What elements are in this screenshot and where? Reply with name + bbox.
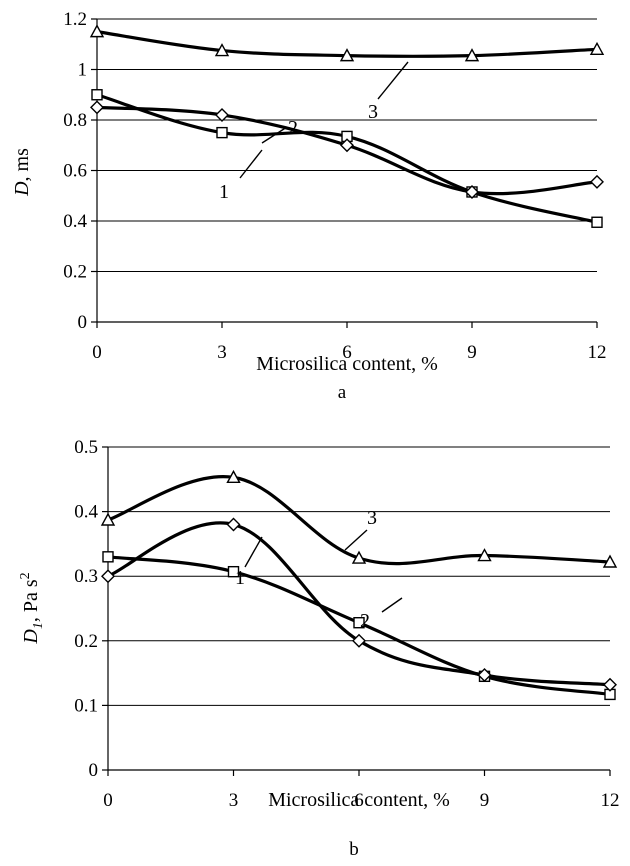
curve-label-1: 1 [235, 567, 245, 589]
diamond-marker [603, 677, 617, 692]
triangle-marker [602, 554, 618, 568]
y-tick-label: 0.1 [74, 695, 98, 716]
diamond-marker [477, 668, 492, 683]
curve-label-leader [344, 529, 368, 551]
curve-label-2: 2 [288, 117, 298, 139]
diamond-marker [215, 107, 229, 122]
series-3-line [106, 475, 612, 566]
triangle-marker [351, 550, 367, 564]
y-tick-label: 1.2 [63, 9, 87, 30]
y-tick-label: 0.4 [63, 211, 87, 232]
diamond-marker [352, 633, 366, 648]
y-axis-label-symbol: D [20, 629, 42, 645]
y-tick-label: 0 [78, 312, 88, 333]
series-1-line [95, 93, 599, 224]
triangle-marker [89, 24, 105, 38]
y-tick-label: 0.8 [63, 110, 87, 131]
y-tick-label: 1 [78, 60, 88, 81]
curve-label-leader [261, 126, 288, 144]
y-tick-label: 0.2 [63, 262, 87, 283]
y-tick-label: 0 [89, 760, 99, 781]
y-tick-label: 0.6 [63, 161, 87, 182]
square-marker [91, 89, 103, 101]
x-tick-label: 9 [467, 342, 477, 363]
y-tick-label: 0.3 [74, 566, 98, 587]
x-tick-label: 12 [601, 790, 620, 811]
triangle-marker [226, 469, 241, 484]
y-axis-label-unit: , ms [11, 148, 33, 182]
triangle-marker [477, 548, 492, 562]
diamond-marker [226, 517, 241, 532]
square-marker [102, 551, 114, 563]
diamond-marker [101, 569, 115, 584]
square-marker [591, 216, 603, 228]
triangle-marker [339, 48, 355, 62]
diamond-marker [590, 174, 604, 189]
y-axis-label: D1, Pa s2 [18, 572, 46, 644]
square-marker [216, 126, 228, 139]
square-marker [227, 565, 240, 578]
diamond-marker [340, 138, 354, 153]
y-tick-label: 0.2 [74, 631, 98, 652]
x-tick-label: 6 [354, 790, 364, 811]
x-tick-label: 0 [92, 342, 102, 363]
x-axis-label: Microsilica content, % [256, 353, 438, 375]
triangle-marker [464, 48, 480, 62]
diamond-marker [465, 184, 479, 199]
y-tick-label: 0.5 [74, 437, 98, 458]
y-tick-label: 0.4 [74, 502, 98, 523]
triangle-marker [589, 41, 605, 55]
series-2-line [106, 521, 612, 687]
y-axis-label-symbol: D [11, 181, 33, 197]
x-axis-label: Microsilica content, % [268, 789, 450, 811]
x-tick-label: 9 [480, 790, 490, 811]
triangle-marker [214, 43, 230, 57]
curve-label-3: 3 [368, 101, 378, 123]
y-axis-label-subscript: 1 [31, 622, 46, 629]
y-axis-label-superscript: 2 [18, 572, 33, 579]
panel-label: a [338, 382, 347, 403]
triangle-marker [100, 512, 116, 526]
diamond-marker [90, 100, 104, 115]
curve-label-leader [381, 597, 403, 613]
curve-label-leader [239, 149, 263, 179]
x-tick-label: 12 [588, 342, 607, 363]
x-tick-label: 6 [342, 342, 352, 363]
curve-label-3: 3 [367, 507, 377, 529]
curve-label-2: 2 [360, 610, 370, 632]
x-tick-label: 0 [103, 790, 113, 811]
panel-label: b [349, 839, 359, 860]
square-marker [353, 617, 365, 629]
y-axis-label: D, ms [11, 148, 33, 197]
curve-label-1: 1 [219, 181, 229, 203]
x-tick-label: 3 [217, 342, 227, 363]
curve-label-leader [244, 536, 263, 568]
x-tick-label: 3 [229, 790, 239, 811]
curve-label-leader [377, 61, 409, 100]
y-axis-label-unit: , Pa s [20, 579, 42, 622]
